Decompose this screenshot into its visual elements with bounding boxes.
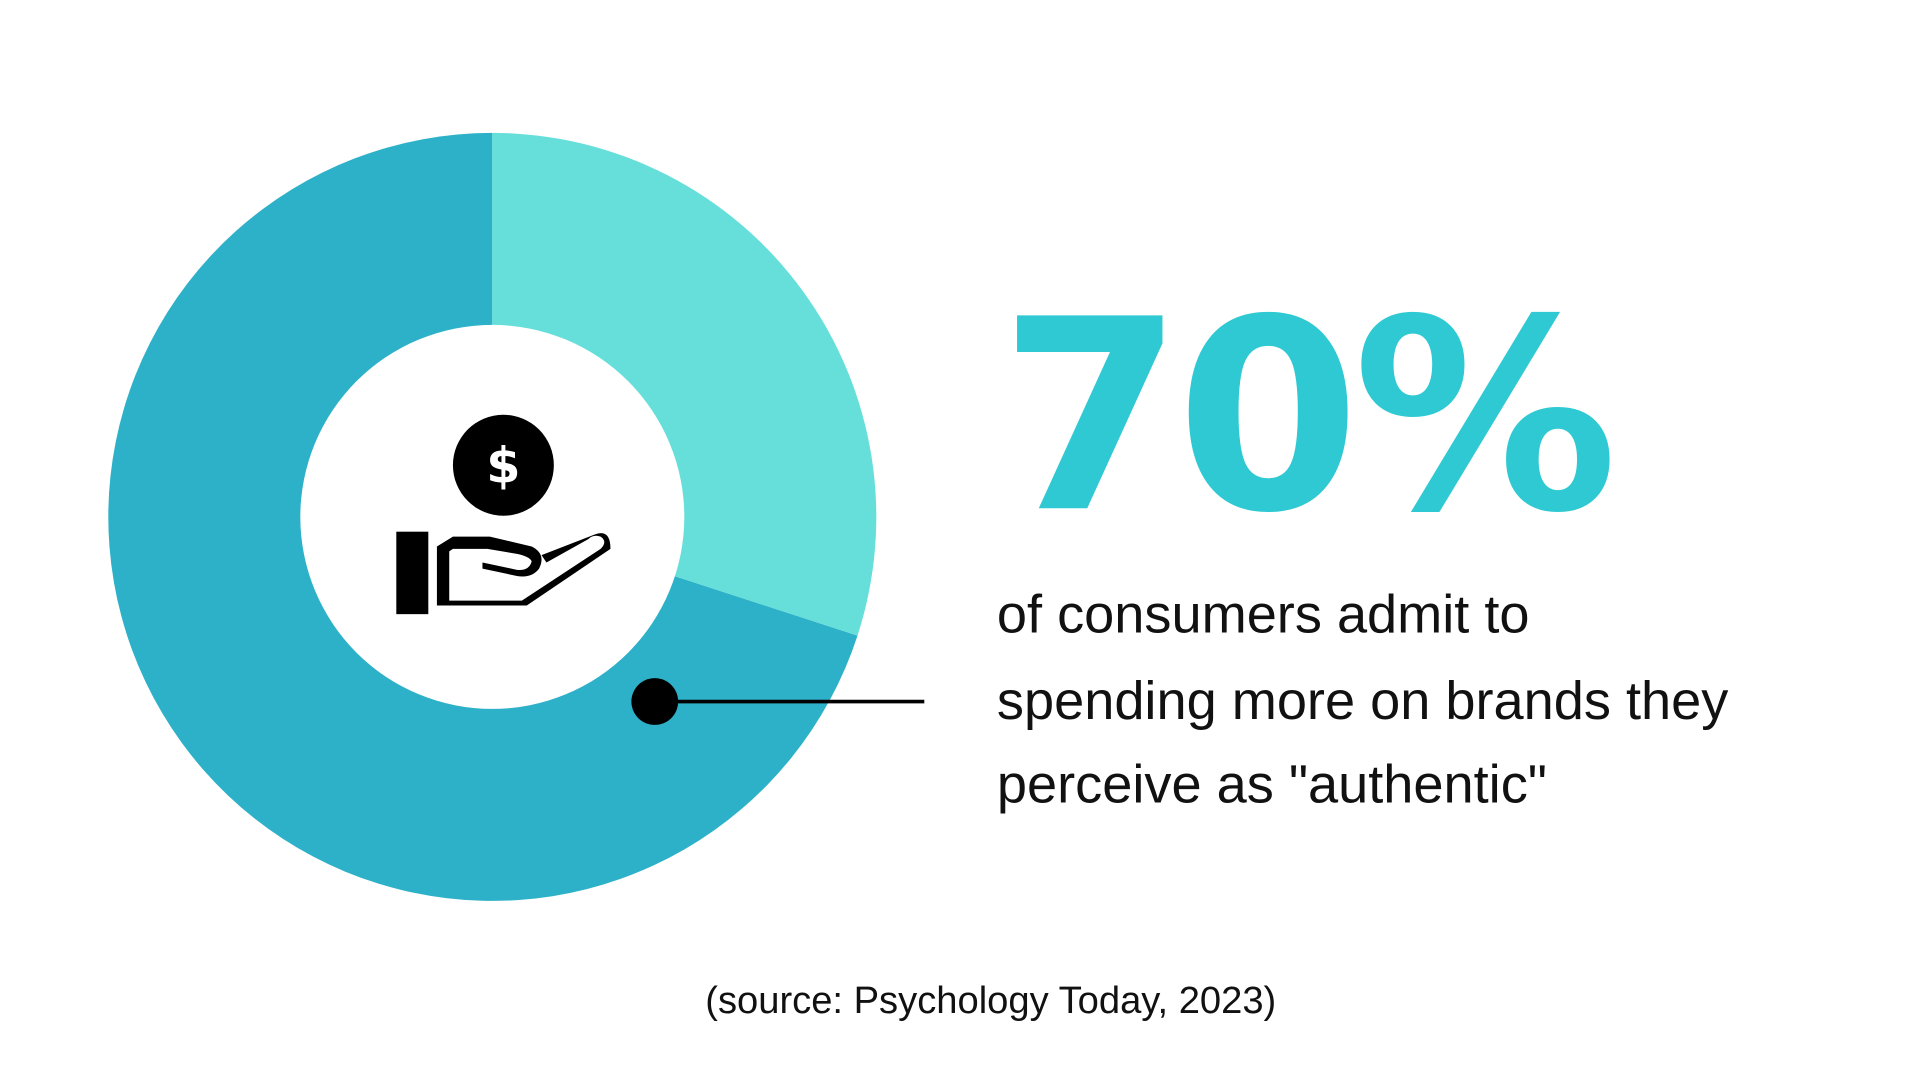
description-line: perceive as "authentic": [997, 754, 1547, 814]
description-line: of consumers admit to: [997, 585, 1530, 645]
svg-text:$: $: [486, 436, 520, 494]
headline-percent: 70%: [999, 263, 1613, 571]
description-line: spending more on brands they: [997, 671, 1728, 731]
money-hand-icon: $: [396, 414, 611, 615]
donut-hole: [300, 324, 685, 709]
source-note: (source: Psychology Today, 2023): [705, 979, 1276, 1022]
